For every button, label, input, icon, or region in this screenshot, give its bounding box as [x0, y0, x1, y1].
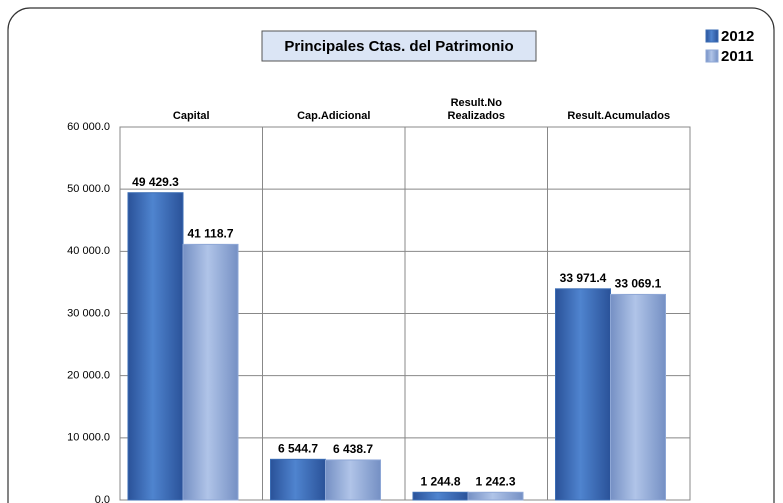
category-label: Result.Acumulados — [567, 110, 671, 122]
value-label: 41 118.7 — [187, 227, 233, 241]
legend-swatch — [705, 49, 719, 63]
bar — [127, 192, 184, 501]
category-label: Capital — [172, 110, 210, 122]
category-label: Cap.Adicional — [297, 110, 371, 122]
title-box — [261, 30, 537, 62]
bar — [270, 458, 326, 501]
bar — [412, 491, 469, 501]
chart-title: Principales Ctas. del Patrimonio — [284, 38, 513, 55]
y-tick-label: 20 000.0 — [67, 370, 110, 382]
bar — [555, 288, 611, 501]
y-tick-label: 30 000.0 — [67, 307, 110, 319]
y-tick-label: 0.0 — [95, 494, 110, 503]
legend-swatch — [705, 29, 719, 43]
bar — [467, 491, 524, 501]
category-label: Result.No Realizados — [447, 97, 505, 122]
legend-label: 2011 — [721, 48, 754, 65]
value-label: 49 429.3 — [132, 175, 179, 189]
legend-label: 2012 — [721, 28, 754, 45]
value-label: 33 069.1 — [615, 277, 662, 291]
value-label: 1 242.3 — [475, 474, 515, 488]
bar — [610, 293, 666, 501]
y-tick-label: 10 000.0 — [67, 432, 110, 444]
bar — [325, 459, 381, 501]
value-label: 1 244.8 — [420, 474, 460, 488]
y-tick-label: 50 000.0 — [67, 183, 110, 195]
y-tick-label: 60 000.0 — [67, 121, 110, 133]
value-label: 6 438.7 — [333, 442, 373, 456]
bar — [182, 243, 239, 501]
value-label: 6 544.7 — [278, 441, 318, 455]
y-tick-label: 40 000.0 — [67, 245, 110, 257]
value-label: 33 971.4 — [560, 271, 607, 285]
